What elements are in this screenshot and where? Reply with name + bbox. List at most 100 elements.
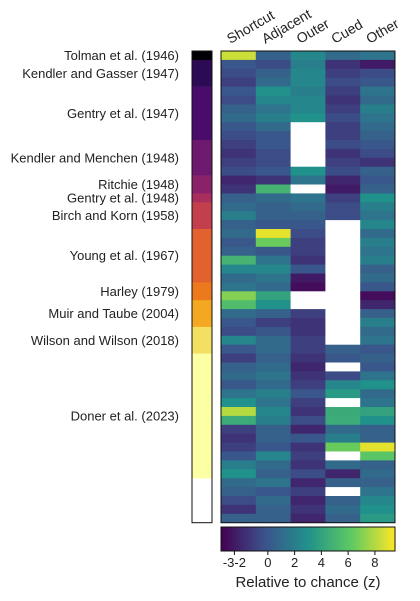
heatmap-cell xyxy=(290,460,326,470)
heatmap-cell xyxy=(325,433,361,443)
heatmap-cell xyxy=(290,291,326,301)
heatmap-cell xyxy=(255,318,291,328)
study-label: Gentry et al. (1947) xyxy=(67,106,179,121)
heatmap-cell xyxy=(360,175,396,185)
study-label: Muir and Taube (2004) xyxy=(48,306,179,321)
heatmap-cell xyxy=(360,335,396,346)
heatmap-cell xyxy=(290,113,326,123)
heatmap-cell xyxy=(221,246,257,257)
heatmap-cell xyxy=(221,86,257,96)
heatmap-cell xyxy=(221,229,257,239)
heatmap-cell xyxy=(290,140,326,150)
heatmap-cell xyxy=(221,326,257,337)
heatmap-cell xyxy=(221,104,257,114)
colorbar-tick-label: 0 xyxy=(264,555,271,570)
column-header: Other xyxy=(363,15,402,47)
heatmap-cell xyxy=(360,166,396,176)
heatmap-cell xyxy=(325,229,361,239)
heatmap-cell xyxy=(290,513,326,524)
heatmap-cell xyxy=(290,309,326,319)
heatmap-cell xyxy=(360,513,396,524)
heatmap-cell xyxy=(255,433,291,443)
heatmap-cell xyxy=(360,113,396,123)
heatmap-cell xyxy=(360,77,396,87)
colorbar-tick-label: 6 xyxy=(345,555,352,570)
study-color-strip xyxy=(191,50,213,524)
heatmap-cell xyxy=(221,282,257,292)
heatmap-cell xyxy=(255,273,291,283)
heatmap-cell xyxy=(255,202,291,212)
heatmap-cell xyxy=(221,113,257,123)
colorbar-tick-label: -3-2 xyxy=(223,555,246,570)
study-strip-segment xyxy=(192,282,212,301)
heatmap-cell xyxy=(360,300,396,310)
colorbar-tick-label: 8 xyxy=(371,555,378,570)
heatmap-cells xyxy=(221,51,396,524)
heatmap-cell xyxy=(255,442,291,452)
heatmap-cell xyxy=(325,398,361,408)
heatmap-cell xyxy=(325,353,361,363)
study-label: Young et al. (1967) xyxy=(70,248,179,263)
heatmap-cell xyxy=(325,496,361,506)
heatmap-cell xyxy=(290,184,326,194)
heatmap-cell xyxy=(360,478,396,488)
heatmap-cell xyxy=(290,273,326,283)
heatmap-cell xyxy=(255,184,291,194)
study-label: Tolman et al. (1946) xyxy=(64,48,179,63)
heatmap-cell xyxy=(290,166,326,176)
heatmap-cell xyxy=(221,496,257,506)
heatmap-cell xyxy=(221,513,257,524)
heatmap-cell xyxy=(290,237,326,248)
heatmap-cell xyxy=(221,264,257,274)
heatmap-cell xyxy=(360,122,396,132)
heatmap-cell xyxy=(255,469,291,479)
heatmap-cell xyxy=(255,407,291,417)
heatmap-cell xyxy=(325,318,361,328)
heatmap-cell xyxy=(255,398,291,408)
study-label: Harley (1979) xyxy=(100,284,179,299)
heatmap-cell xyxy=(221,442,257,452)
heatmap-cell xyxy=(255,504,291,515)
heatmap-cell xyxy=(360,157,396,168)
heatmap-cell xyxy=(360,282,396,292)
heatmap-cell xyxy=(325,415,361,426)
heatmap-cell xyxy=(360,380,396,390)
heatmap-cell xyxy=(360,237,396,248)
heatmap-cell xyxy=(255,371,291,381)
heatmap-cell xyxy=(325,309,361,319)
study-strip-segment xyxy=(192,353,212,479)
heatmap-cell xyxy=(290,389,326,399)
heatmap-cell xyxy=(221,398,257,408)
heatmap-cell xyxy=(325,237,361,248)
heatmap-cell xyxy=(360,451,396,461)
heatmap-cell xyxy=(221,211,257,221)
heatmap-cell xyxy=(290,371,326,381)
heatmap-cell xyxy=(360,184,396,194)
heatmap-cell xyxy=(221,309,257,319)
heatmap-cell xyxy=(290,122,326,132)
heatmap-cell xyxy=(325,380,361,390)
heatmap-cell xyxy=(325,282,361,292)
heatmap-cell xyxy=(255,131,291,141)
heatmap-cell xyxy=(221,353,257,363)
heatmap-cell xyxy=(255,326,291,337)
heatmap-cell xyxy=(290,264,326,274)
heatmap-cell xyxy=(221,148,257,159)
heatmap-cell xyxy=(221,122,257,132)
heatmap-cell xyxy=(255,460,291,470)
heatmap-cell xyxy=(255,237,291,248)
heatmap-cell xyxy=(290,451,326,461)
heatmap-cell xyxy=(325,104,361,114)
study-label: Kendler and Gasser (1947) xyxy=(22,66,179,81)
study-labels: Tolman et al. (1946) Kendler and Gasser (… xyxy=(11,48,179,423)
heatmap-cell xyxy=(221,193,257,203)
heatmap-cell xyxy=(221,291,257,301)
colorbar-tick-label: 2 xyxy=(291,555,298,570)
heatmap-cell xyxy=(360,398,396,408)
heatmap-cell xyxy=(360,104,396,114)
heatmap-cell xyxy=(221,389,257,399)
heatmap-cell xyxy=(290,362,326,372)
heatmap-cell xyxy=(360,95,396,105)
